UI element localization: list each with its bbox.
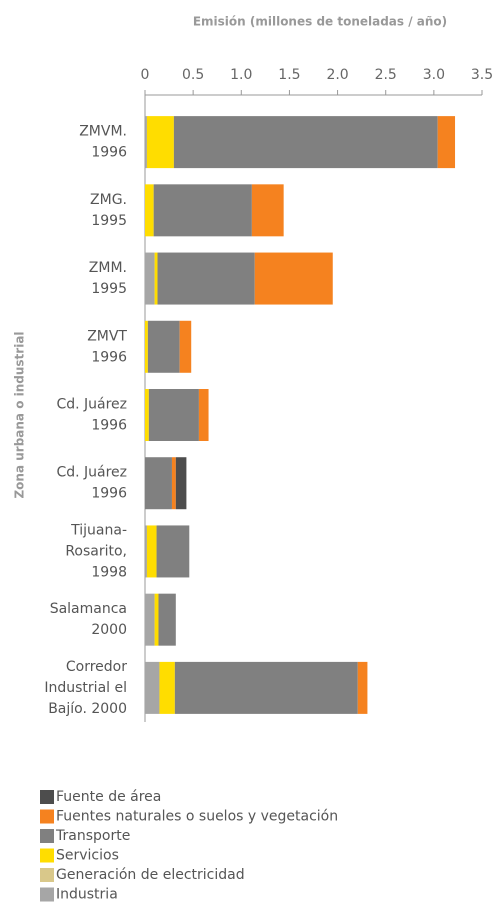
bar-segment: [145, 389, 149, 441]
bar-segment: [158, 593, 176, 646]
bar-segment: [159, 661, 175, 714]
legend-swatch: [40, 848, 54, 863]
x-tick-label: 2.5: [375, 67, 397, 83]
legend-swatch: [40, 868, 54, 882]
bar-segment: [179, 320, 192, 373]
bar-segment: [145, 320, 148, 373]
bar-segment: [145, 525, 147, 578]
y-tick-label: 1995: [91, 281, 127, 297]
bar-segment: [146, 116, 174, 169]
x-tick-label: 3.5: [471, 67, 493, 83]
y-tick-label: Corredor: [66, 659, 127, 675]
legend-swatch: [40, 829, 54, 843]
x-tick-label: 0.5: [182, 67, 204, 83]
y-tick-label: Salamanca: [50, 601, 127, 617]
bar-segment: [147, 320, 180, 373]
bar-segment: [153, 184, 252, 237]
y-tick-label: ZMM.: [89, 260, 127, 276]
y-axis-title: Zona urbana o industrial: [13, 331, 27, 498]
bar-segment: [145, 184, 154, 237]
y-tick-label: 2000: [91, 622, 127, 638]
bar-segment: [148, 389, 199, 441]
x-tick-label: 1.5: [278, 67, 300, 83]
bar-segment: [171, 457, 176, 510]
y-tick-label: 1998: [91, 564, 127, 580]
bar-segment: [173, 116, 438, 169]
legend-label: Transporte: [55, 828, 130, 844]
legend-label: Fuentes naturales o suelos y vegetación: [56, 809, 338, 825]
x-tick-label: 0: [141, 67, 150, 83]
legend-label: Servicios: [56, 848, 119, 864]
bar-segment: [156, 525, 190, 578]
y-tick-label: Cd. Juárez: [56, 465, 127, 481]
y-tick-label: Tijuana-: [70, 522, 127, 538]
legend-label: Fuente de área: [56, 789, 161, 805]
y-tick-label: 1996: [91, 418, 127, 434]
legend-label: Industria: [56, 887, 118, 903]
y-tick-label: 1996: [91, 145, 127, 161]
y-tick-label: 1995: [91, 213, 127, 229]
bar-segment: [154, 593, 159, 646]
y-tick-label: Cd. Juárez: [56, 397, 127, 413]
y-tick-label: ZMG.: [90, 192, 127, 208]
legend-swatch: [40, 887, 54, 902]
x-tick-label: 3.0: [423, 67, 445, 83]
bar-segment: [198, 389, 209, 441]
bar-segment: [157, 252, 255, 305]
bar-segment: [145, 116, 147, 169]
bar-segment: [437, 116, 456, 169]
x-tick-label: 2.0: [326, 67, 348, 83]
bar-segment: [254, 252, 333, 305]
y-tick-label: ZMVM.: [79, 124, 127, 140]
legend-swatch: [40, 790, 54, 804]
y-tick-label: Bajío. 2000: [48, 701, 127, 717]
bar-segment: [251, 184, 284, 237]
bar-segment: [174, 661, 358, 714]
legend-swatch: [40, 809, 54, 824]
legend-label: Generación de electricidad: [56, 867, 245, 883]
y-tick-label: 1996: [91, 349, 127, 365]
bar-segment: [145, 593, 155, 646]
y-tick-label: ZMVT: [87, 328, 127, 344]
y-tick-label: 1996: [91, 486, 127, 502]
bar-segment: [154, 252, 158, 305]
y-tick-label: Rosarito,: [65, 543, 127, 559]
bar-segment: [145, 252, 155, 305]
bar-segment: [145, 661, 160, 714]
bar-segment: [145, 457, 172, 510]
y-tick-label: Industrial el: [44, 680, 127, 696]
x-axis-title: Emisión (millones de toneladas / año): [193, 15, 447, 29]
bar-segment: [146, 525, 157, 578]
bar-segment: [175, 457, 187, 510]
bar-segment: [357, 661, 368, 714]
x-tick-label: 1.0: [230, 67, 252, 83]
